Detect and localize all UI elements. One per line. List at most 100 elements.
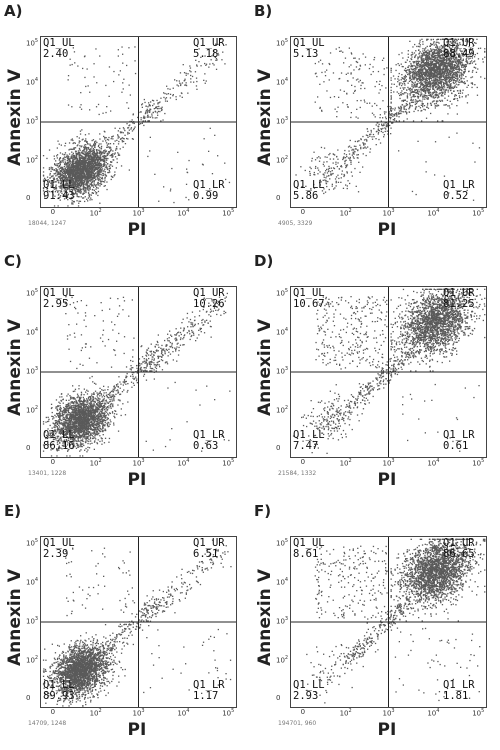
event-dot <box>428 69 431 72</box>
event-dot <box>465 76 467 78</box>
flow-panel-a: A) Annexin V PI Q1_UL 2.40 Q1_UR 5.18 Q1_LL 91.4… <box>0 0 250 250</box>
event-dot <box>66 169 68 171</box>
event-dot <box>96 152 98 154</box>
event-dot <box>99 168 101 170</box>
event-dot <box>76 152 78 155</box>
event-dot <box>443 62 446 64</box>
event-dot <box>324 179 326 181</box>
event-dot <box>97 178 99 180</box>
event-dot <box>96 156 98 159</box>
event-dot <box>335 182 337 184</box>
event-dot <box>83 160 85 162</box>
event-dot <box>78 175 81 178</box>
event-dot <box>80 108 83 110</box>
event-dot <box>116 158 118 160</box>
event-dot <box>459 89 461 92</box>
event-dot <box>418 64 420 66</box>
event-dot <box>81 181 83 183</box>
event-dot <box>419 60 421 63</box>
event-dot <box>62 184 64 186</box>
event-dot <box>79 175 81 177</box>
event-dot <box>422 75 424 78</box>
event-dot <box>454 51 456 53</box>
event-dot <box>442 58 445 61</box>
event-dot <box>318 156 320 158</box>
event-dot <box>87 153 89 155</box>
event-dot <box>167 88 169 90</box>
event-dot <box>458 92 460 94</box>
event-dot <box>426 90 428 92</box>
event-dot <box>403 107 405 109</box>
event-dot <box>448 69 450 72</box>
event-dot <box>442 91 444 93</box>
event-dot <box>87 151 89 153</box>
event-dot <box>450 69 452 71</box>
event-dot <box>109 147 111 149</box>
event-dot <box>75 152 77 154</box>
event-dot <box>453 66 455 68</box>
event-dot <box>98 143 100 145</box>
event-dot <box>74 179 76 181</box>
event-dot <box>75 164 77 166</box>
event-dot <box>182 64 184 66</box>
event-dot <box>413 85 415 87</box>
event-dot <box>82 67 84 70</box>
event-dot <box>436 94 438 97</box>
event-dot <box>204 82 206 84</box>
event-dot <box>84 151 86 153</box>
event-dot <box>98 151 101 153</box>
event-dot <box>83 174 85 177</box>
event-dot <box>73 173 75 175</box>
event-dot <box>106 167 108 169</box>
event-dot <box>322 179 324 181</box>
event-dot <box>154 111 156 113</box>
event-dot <box>438 93 440 95</box>
event-dot <box>445 50 447 52</box>
event-dot <box>87 189 89 191</box>
event-dot <box>83 150 85 152</box>
event-dot <box>151 99 154 101</box>
event-dot <box>443 59 446 61</box>
event-dot <box>445 74 447 77</box>
event-dot <box>438 61 440 63</box>
event-dot <box>450 42 453 44</box>
event-dot <box>399 97 401 100</box>
event-dot <box>71 202 73 204</box>
event-dot <box>424 91 426 93</box>
event-dot <box>108 151 110 153</box>
event-dot <box>323 176 325 178</box>
event-dot <box>119 148 121 150</box>
event-dot <box>443 88 445 90</box>
event-dot <box>415 91 418 94</box>
event-dot <box>74 171 76 173</box>
event-dot <box>66 164 68 166</box>
event-dot <box>98 161 100 163</box>
event-dot <box>419 95 422 97</box>
event-dot <box>94 164 97 166</box>
event-dot <box>452 76 454 78</box>
event-dot <box>159 110 161 113</box>
event-dot <box>89 186 91 188</box>
event-dot <box>48 168 50 171</box>
event-dot <box>61 176 64 179</box>
event-dot <box>417 95 419 97</box>
y-tick-label: 105 <box>26 37 39 48</box>
event-dot <box>448 39 450 41</box>
event-dot <box>83 187 85 189</box>
event-dot <box>75 150 77 152</box>
event-dot <box>435 81 438 83</box>
event-dot <box>446 84 448 86</box>
event-dot <box>103 158 105 160</box>
event-dot <box>414 56 416 59</box>
event-dot <box>423 54 425 56</box>
event-dot <box>54 181 56 183</box>
event-dot <box>96 192 98 194</box>
event-dot <box>43 179 45 181</box>
event-dot <box>459 49 461 51</box>
event-dot <box>408 68 410 71</box>
event-dot <box>417 58 419 60</box>
event-dot <box>91 165 94 167</box>
event-dot <box>89 194 91 196</box>
event-dot <box>412 99 415 101</box>
event-dot <box>70 181 72 183</box>
